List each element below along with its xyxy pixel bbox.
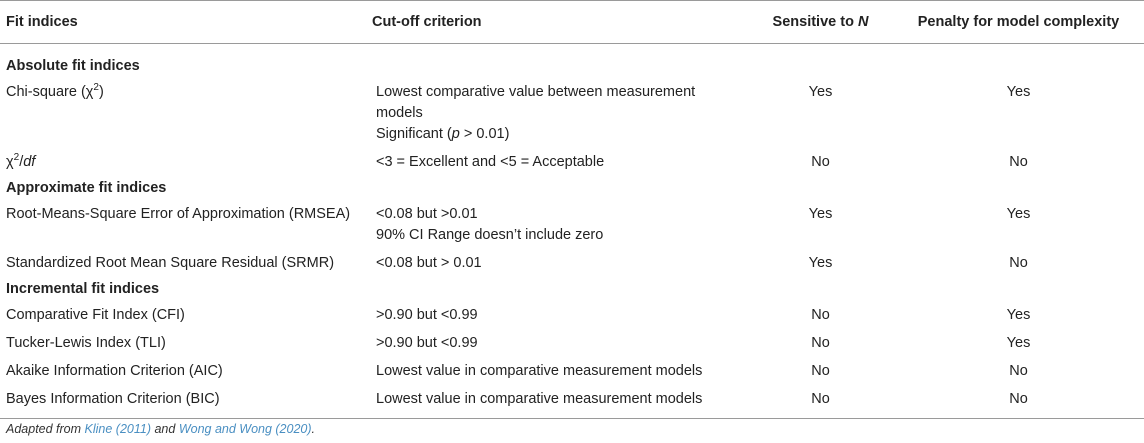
row-penalty-rmsea: Yes: [1006, 206, 1031, 222]
chisq-criterion-line2: Significant (p > 0.01): [376, 124, 744, 145]
section-row-incremental: Incremental fit indices: [0, 277, 1144, 301]
row-criterion-srmr: <0.08 but > 0.01: [376, 255, 482, 271]
row-penalty-tli: Yes: [1006, 335, 1031, 351]
chisq-df-name-prefix: χ: [6, 154, 14, 170]
row-criterion-chisq-df: <3 = Excellent and <5 = Acceptable: [376, 154, 605, 170]
row-criterion-tli: >0.90 but <0.99: [376, 335, 478, 351]
table-footnote: Adapted from Kline (2011) and Wong and W…: [6, 422, 315, 436]
chisq-criterion-line2-suffix: > 0.01): [459, 126, 510, 142]
header-row: Fit indices Cut-off criterion Sensitive …: [0, 0, 1144, 44]
row-name-bic: Bayes Information Criterion (BIC): [0, 385, 368, 419]
row-sensitive-chisq: Yes: [808, 84, 833, 100]
row-penalty-bic: No: [893, 385, 1144, 419]
fit-indices-table-container: Fit indices Cut-off criterion Sensitive …: [0, 0, 1144, 419]
footnote-suffix: .: [311, 422, 316, 436]
header-cutoff: Cut-off criterion: [368, 0, 748, 44]
row-sensitive-chisq-df: No: [811, 154, 830, 170]
section-label-incremental: Incremental fit indices: [6, 281, 160, 297]
row-sensitive-tli: No: [811, 335, 830, 351]
row-criterion-rmsea: <0.08 but >0.01 90% CI Range doesn’t inc…: [368, 200, 748, 249]
row-sensitive-bic: No: [748, 385, 893, 419]
row-criterion-aic: Lowest value in comparative measurement …: [376, 363, 703, 379]
row-penalty-cfi: Yes: [1006, 307, 1031, 323]
row-penalty-srmr: No: [1009, 255, 1028, 271]
header-sensitive-prefix: Sensitive to: [772, 14, 858, 30]
row-name-rmsea: Root-Means-Square Error of Approximation…: [6, 206, 351, 222]
fit-indices-table: Fit indices Cut-off criterion Sensitive …: [0, 0, 1144, 419]
table-row-rmsea: Root-Means-Square Error of Approximation…: [0, 200, 1144, 249]
table-row-chisq: Chi-square (χ2) Lowest comparative value…: [0, 78, 1144, 148]
row-name-chisq-df: χ2/df: [0, 148, 368, 176]
footnote-middle: and: [151, 422, 179, 436]
chisq-name-suffix: ): [98, 84, 104, 100]
section-label-absolute: Absolute fit indices: [6, 58, 140, 74]
chisq-df-name-var: df: [23, 154, 36, 170]
header-sensitive-var: N: [857, 14, 869, 30]
row-name-srmr: Standardized Root Mean Square Residual (…: [6, 255, 335, 271]
chisq-criterion-line2-var: p: [451, 126, 460, 142]
chisq-criterion-line1: Lowest comparative value between measure…: [376, 84, 696, 121]
table-row-aic: Akaike Information Criterion (AIC) Lowes…: [0, 357, 1144, 385]
header-fit-indices: Fit indices: [0, 0, 368, 44]
row-name-tli: Tucker-Lewis Index (TLI): [6, 335, 166, 351]
table-header: Fit indices Cut-off criterion Sensitive …: [0, 0, 1144, 44]
section-label-approximate: Approximate fit indices: [6, 180, 167, 196]
footnote-prefix: Adapted from: [6, 422, 85, 436]
section-row-approximate: Approximate fit indices: [0, 176, 1144, 200]
row-criterion-chisq: Lowest comparative value between measure…: [368, 78, 748, 148]
row-sensitive-cfi: No: [811, 307, 830, 323]
section-row-absolute: Absolute fit indices: [0, 44, 1144, 79]
table-row-chisq-df: χ2/df <3 = Excellent and <5 = Acceptable…: [0, 148, 1144, 176]
row-penalty-chisq: Yes: [1006, 84, 1031, 100]
chisq-name-sup: 2: [93, 82, 99, 94]
row-criterion-cfi: >0.90 but <0.99: [376, 307, 478, 323]
chisq-df-name-slash: /: [19, 154, 24, 170]
table-row-cfi: Comparative Fit Index (CFI) >0.90 but <0…: [0, 301, 1144, 329]
row-penalty-aic: No: [1009, 363, 1028, 379]
chisq-criterion-line2-prefix: Significant (: [376, 126, 452, 142]
header-sensitive: Sensitive to N: [748, 0, 893, 44]
row-name-aic: Akaike Information Criterion (AIC): [6, 363, 223, 379]
footnote-ref-wong-link[interactable]: Wong and Wong (2020): [178, 422, 312, 436]
footnote-ref-kline-link[interactable]: Kline (2011): [84, 422, 151, 436]
rmsea-criterion-line2: 90% CI Range doesn’t include zero: [376, 227, 604, 243]
row-name-chisq: Chi-square (χ2): [0, 78, 368, 148]
table-row-tli: Tucker-Lewis Index (TLI) >0.90 but <0.99…: [0, 329, 1144, 357]
row-sensitive-srmr: Yes: [808, 255, 833, 271]
chisq-df-name-sup: 2: [13, 152, 20, 164]
table-row-bic: Bayes Information Criterion (BIC) Lowest…: [0, 385, 1144, 419]
header-penalty: Penalty for model complexity: [893, 0, 1144, 44]
chisq-name-prefix: Chi-square (χ: [6, 84, 94, 100]
row-name-cfi: Comparative Fit Index (CFI): [6, 307, 185, 323]
table-row-srmr: Standardized Root Mean Square Residual (…: [0, 249, 1144, 277]
rmsea-criterion-line1: <0.08 but >0.01: [376, 206, 478, 222]
table-body: Absolute fit indices Chi-square (χ2) Low…: [0, 44, 1144, 419]
row-criterion-bic: Lowest value in comparative measurement …: [368, 385, 748, 419]
row-penalty-chisq-df: No: [1009, 154, 1028, 170]
row-sensitive-rmsea: Yes: [808, 206, 833, 222]
row-sensitive-aic: No: [811, 363, 830, 379]
